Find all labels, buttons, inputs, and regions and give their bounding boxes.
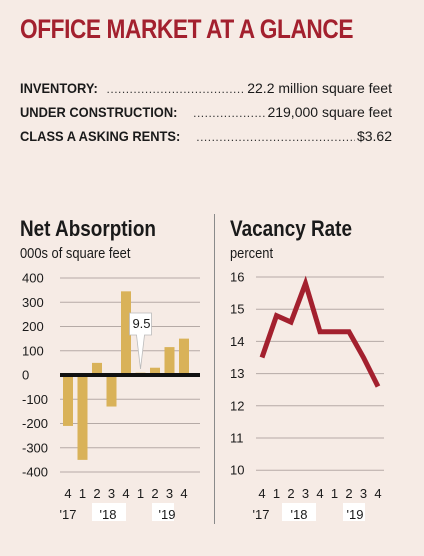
y-tick-label: 14 (230, 334, 244, 349)
x-year-label: '19 (347, 507, 364, 522)
x-tick-label: 3 (166, 486, 173, 501)
y-tick-label: 300 (22, 295, 44, 310)
x-tick-label: 2 (287, 486, 294, 501)
year-band (343, 503, 365, 521)
x-tick-label: 1 (137, 486, 144, 501)
x-tick-label: 3 (108, 486, 115, 501)
year-band (282, 503, 316, 521)
absorption-bar (164, 347, 175, 375)
stat-label: UNDER CONSTRUCTION: (20, 104, 178, 120)
callout-box (129, 312, 152, 370)
x-year-label: '18 (291, 507, 308, 522)
callout-label: 9.5 (132, 316, 150, 331)
x-tick-label: 3 (360, 486, 367, 501)
stat-label: CLASS A ASKING RENTS: (20, 128, 181, 144)
x-tick-label: 4 (180, 486, 187, 501)
y-tick-label: -200 (22, 416, 48, 431)
y-tick-label: -100 (22, 392, 48, 407)
x-tick-label: 2 (151, 486, 158, 501)
y-tick-label: 13 (230, 366, 244, 381)
stat-inventory: INVENTORY: 22.2 million square feet (20, 80, 392, 104)
x-tick-label: 1 (331, 486, 338, 501)
stat-under-construction: UNDER CONSTRUCTION: 219,000 square feet (20, 104, 392, 128)
x-tick-label: 3 (302, 486, 309, 501)
y-tick-label: 15 (230, 302, 244, 317)
x-tick-label: 4 (258, 486, 265, 501)
y-tick-label: 0 (22, 368, 29, 383)
vacancy-chart-title: Vacancy Rate (230, 216, 353, 241)
x-tick-label: 4 (374, 486, 381, 501)
chart-divider (214, 214, 215, 524)
vacancy-line (259, 275, 381, 388)
year-band (92, 503, 126, 521)
y-tick-label: -300 (22, 440, 48, 455)
stat-class-a-rents: CLASS A ASKING RENTS: $3.62 (20, 128, 392, 152)
absorption-bar (92, 362, 102, 375)
stat-value: 22.2 million square feet (247, 80, 392, 96)
y-tick-label: 11 (230, 431, 244, 446)
x-year-label: '18 (100, 507, 117, 522)
absorption-chart-subtitle: 000s of square feet (20, 245, 131, 262)
stats-list: INVENTORY: 22.2 million square feet UNDE… (20, 80, 392, 152)
stat-value: $3.62 (356, 128, 392, 144)
absorption-bar (106, 375, 117, 407)
absorption-bar (150, 367, 160, 375)
x-tick-label: 1 (79, 486, 86, 501)
vacancy-chart-subtitle: percent (230, 245, 274, 262)
x-year-label: '17 (60, 507, 77, 522)
absorption-bar (63, 375, 73, 426)
x-tick-label: 4 (316, 486, 323, 501)
x-tick-label: 4 (64, 486, 71, 501)
absorption-bar (179, 338, 189, 375)
x-year-label: '17 (253, 507, 270, 522)
x-tick-label: 4 (122, 486, 129, 501)
y-tick-label: 400 (22, 271, 44, 286)
page-title: OFFICE MARKET AT A GLANCE (20, 14, 354, 44)
stat-value: 219,000 square feet (267, 104, 392, 120)
x-tick-label: 2 (345, 486, 352, 501)
x-tick-label: 1 (273, 486, 280, 501)
y-tick-label: 16 (230, 270, 244, 285)
x-tick-label: 2 (93, 486, 100, 501)
absorption-bar (77, 375, 88, 460)
absorption-bar (121, 291, 131, 375)
x-year-label: '19 (159, 507, 176, 522)
stat-label: INVENTORY: (20, 80, 98, 96)
y-tick-label: 10 (230, 463, 244, 478)
y-tick-label: -400 (22, 465, 48, 480)
absorption-chart-title: Net Absorption (20, 216, 156, 241)
y-tick-label: 12 (230, 398, 244, 413)
y-tick-label: 100 (22, 343, 44, 358)
year-band (152, 503, 174, 521)
y-tick-label: 200 (22, 319, 44, 334)
